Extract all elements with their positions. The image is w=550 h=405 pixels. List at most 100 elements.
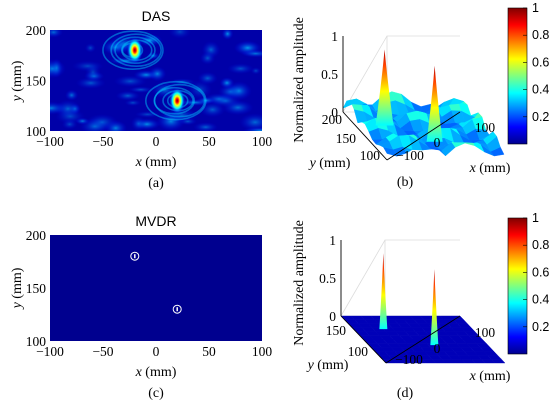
speckle-blob [130,116,147,131]
y-tick-label: 150 [26,74,47,89]
y-tick-label: 100 [26,124,47,139]
colorbar-tick-label: 0.2 [532,320,549,334]
z-tick-label: 1 [329,233,336,248]
x-tick-label: 0 [153,134,160,149]
x-tick-label: −100 [36,344,64,359]
panel-d-caption: (d) [397,386,414,401]
x-tick-label: 50 [202,134,216,149]
y-tick-label: 200 [322,112,343,127]
speckle-blob [124,99,142,107]
y-tick-label: 100 [26,334,47,349]
panel-c-plot-area [50,235,262,341]
speckle-blob [242,127,262,131]
peak-spot [169,87,186,114]
colorbar-tick-label: 1 [532,211,539,225]
x-tick-label: 100 [252,344,273,359]
speckle-blob [168,78,196,86]
panel-d-axes-box [340,239,460,317]
speckle-blob [240,49,262,58]
speckle-blob [146,52,160,60]
x-tick-label: −50 [92,134,113,149]
panel-d-colorbar [507,217,528,355]
speckle-blob [113,75,147,88]
panel-c-caption: (c) [148,386,164,401]
panel-a-title: DAS [142,8,171,24]
x-tick-label: −50 [92,344,113,359]
fringe-ring [145,80,207,121]
panel-b-colorbar [507,7,528,145]
speckle-blob [250,67,261,75]
panel-a: DAS 100 150 200 −100 −50 0 50 100 y (mm) x (mm… [10,8,272,191]
y-tick-label: 200 [26,228,47,243]
z-tick-label: 0.5 [319,271,336,286]
panel-b-zticks: 00.51 [321,29,338,120]
speckle-blob [156,111,186,131]
panel-d-zticks: 00.51 [319,233,336,324]
panel-a-yticks: 100 150 200 [26,23,47,139]
x-tick-label: 100 [475,120,496,135]
panel-b-caption: (b) [397,175,414,190]
speckle-blob [187,80,213,100]
panel-b-zlabel: Normalized amplitude [292,17,307,143]
fringe-ring [102,30,164,71]
speckle-blob [168,30,192,39]
colorbar-tick-label: 0.6 [532,55,549,69]
z-tick-label: 0 [331,105,338,120]
z-tick-label: 0.5 [321,67,338,82]
panel-c-yticks: 100 150 200 [26,228,47,349]
panel-a-ylabel: y (mm) [10,60,25,103]
panel-d-colorbar-ticks: 0.2 0.4 0.6 0.8 1 [523,211,549,334]
speckle-blob [51,58,63,78]
fringe-ring [110,33,162,68]
panel-b-axis-lines [342,36,461,161]
x-tick-label: −100 [395,352,423,367]
colorbar-tick-label: 1 [532,1,539,15]
panel-b-xlabel: x (mm) [469,161,511,176]
speckle-blob [50,30,64,38]
peak-spot [126,37,143,64]
panel-c-peaks [130,251,182,314]
speckle-blob [65,89,79,101]
panel-a-peaks [126,37,186,114]
y-tick-label: 100 [348,344,369,359]
surface-peak [426,65,443,142]
speckle-blob [50,101,68,115]
panel-c-xlabel: x (mm) [135,365,177,380]
x-tick-label: 0 [434,341,441,356]
panel-a-xticks: −100 −50 0 50 100 [36,134,272,149]
panel-a-xlabel: x (mm) [135,155,177,170]
panel-d-surface [340,253,506,364]
surface-facet [449,98,465,105]
peak-marker [172,304,182,314]
panel-d-xticks: −100 0 100 [395,325,495,367]
speckle-blob [199,51,216,65]
x-tick-label: 0 [434,135,441,150]
fringe-ring [114,36,156,65]
panel-d-zlabel: Normalized amplitude [292,220,307,346]
speckle-blob [84,63,101,81]
surface-peak [430,269,439,346]
colorbar-tick-label: 0.8 [532,28,549,42]
y-tick-label: 100 [360,148,381,163]
panel-d-ylabel: y (mm) [306,358,349,373]
colorbar-tick-label: 0.6 [532,265,549,279]
peak-marker [130,251,140,261]
panel-a-caption: (a) [148,176,164,191]
panel-c-xticks: −100 −50 0 50 100 [36,344,272,359]
speckle-blob [193,122,218,131]
speckle-blob [239,113,262,131]
panel-a-speckle [50,30,262,131]
colorbar-tick-label: 0.4 [532,293,549,307]
speckle-blob [135,111,161,118]
speckle-blob [115,90,140,101]
panel-c-title: MVDR [135,213,176,229]
speckle-blob [197,71,218,85]
panel-d-xlabel: x (mm) [469,369,511,384]
speckle-blob [226,81,252,101]
speckle-blob [128,86,154,93]
colorbar-tick-label: 0.8 [532,238,549,252]
y-tick-label: 150 [336,131,357,146]
